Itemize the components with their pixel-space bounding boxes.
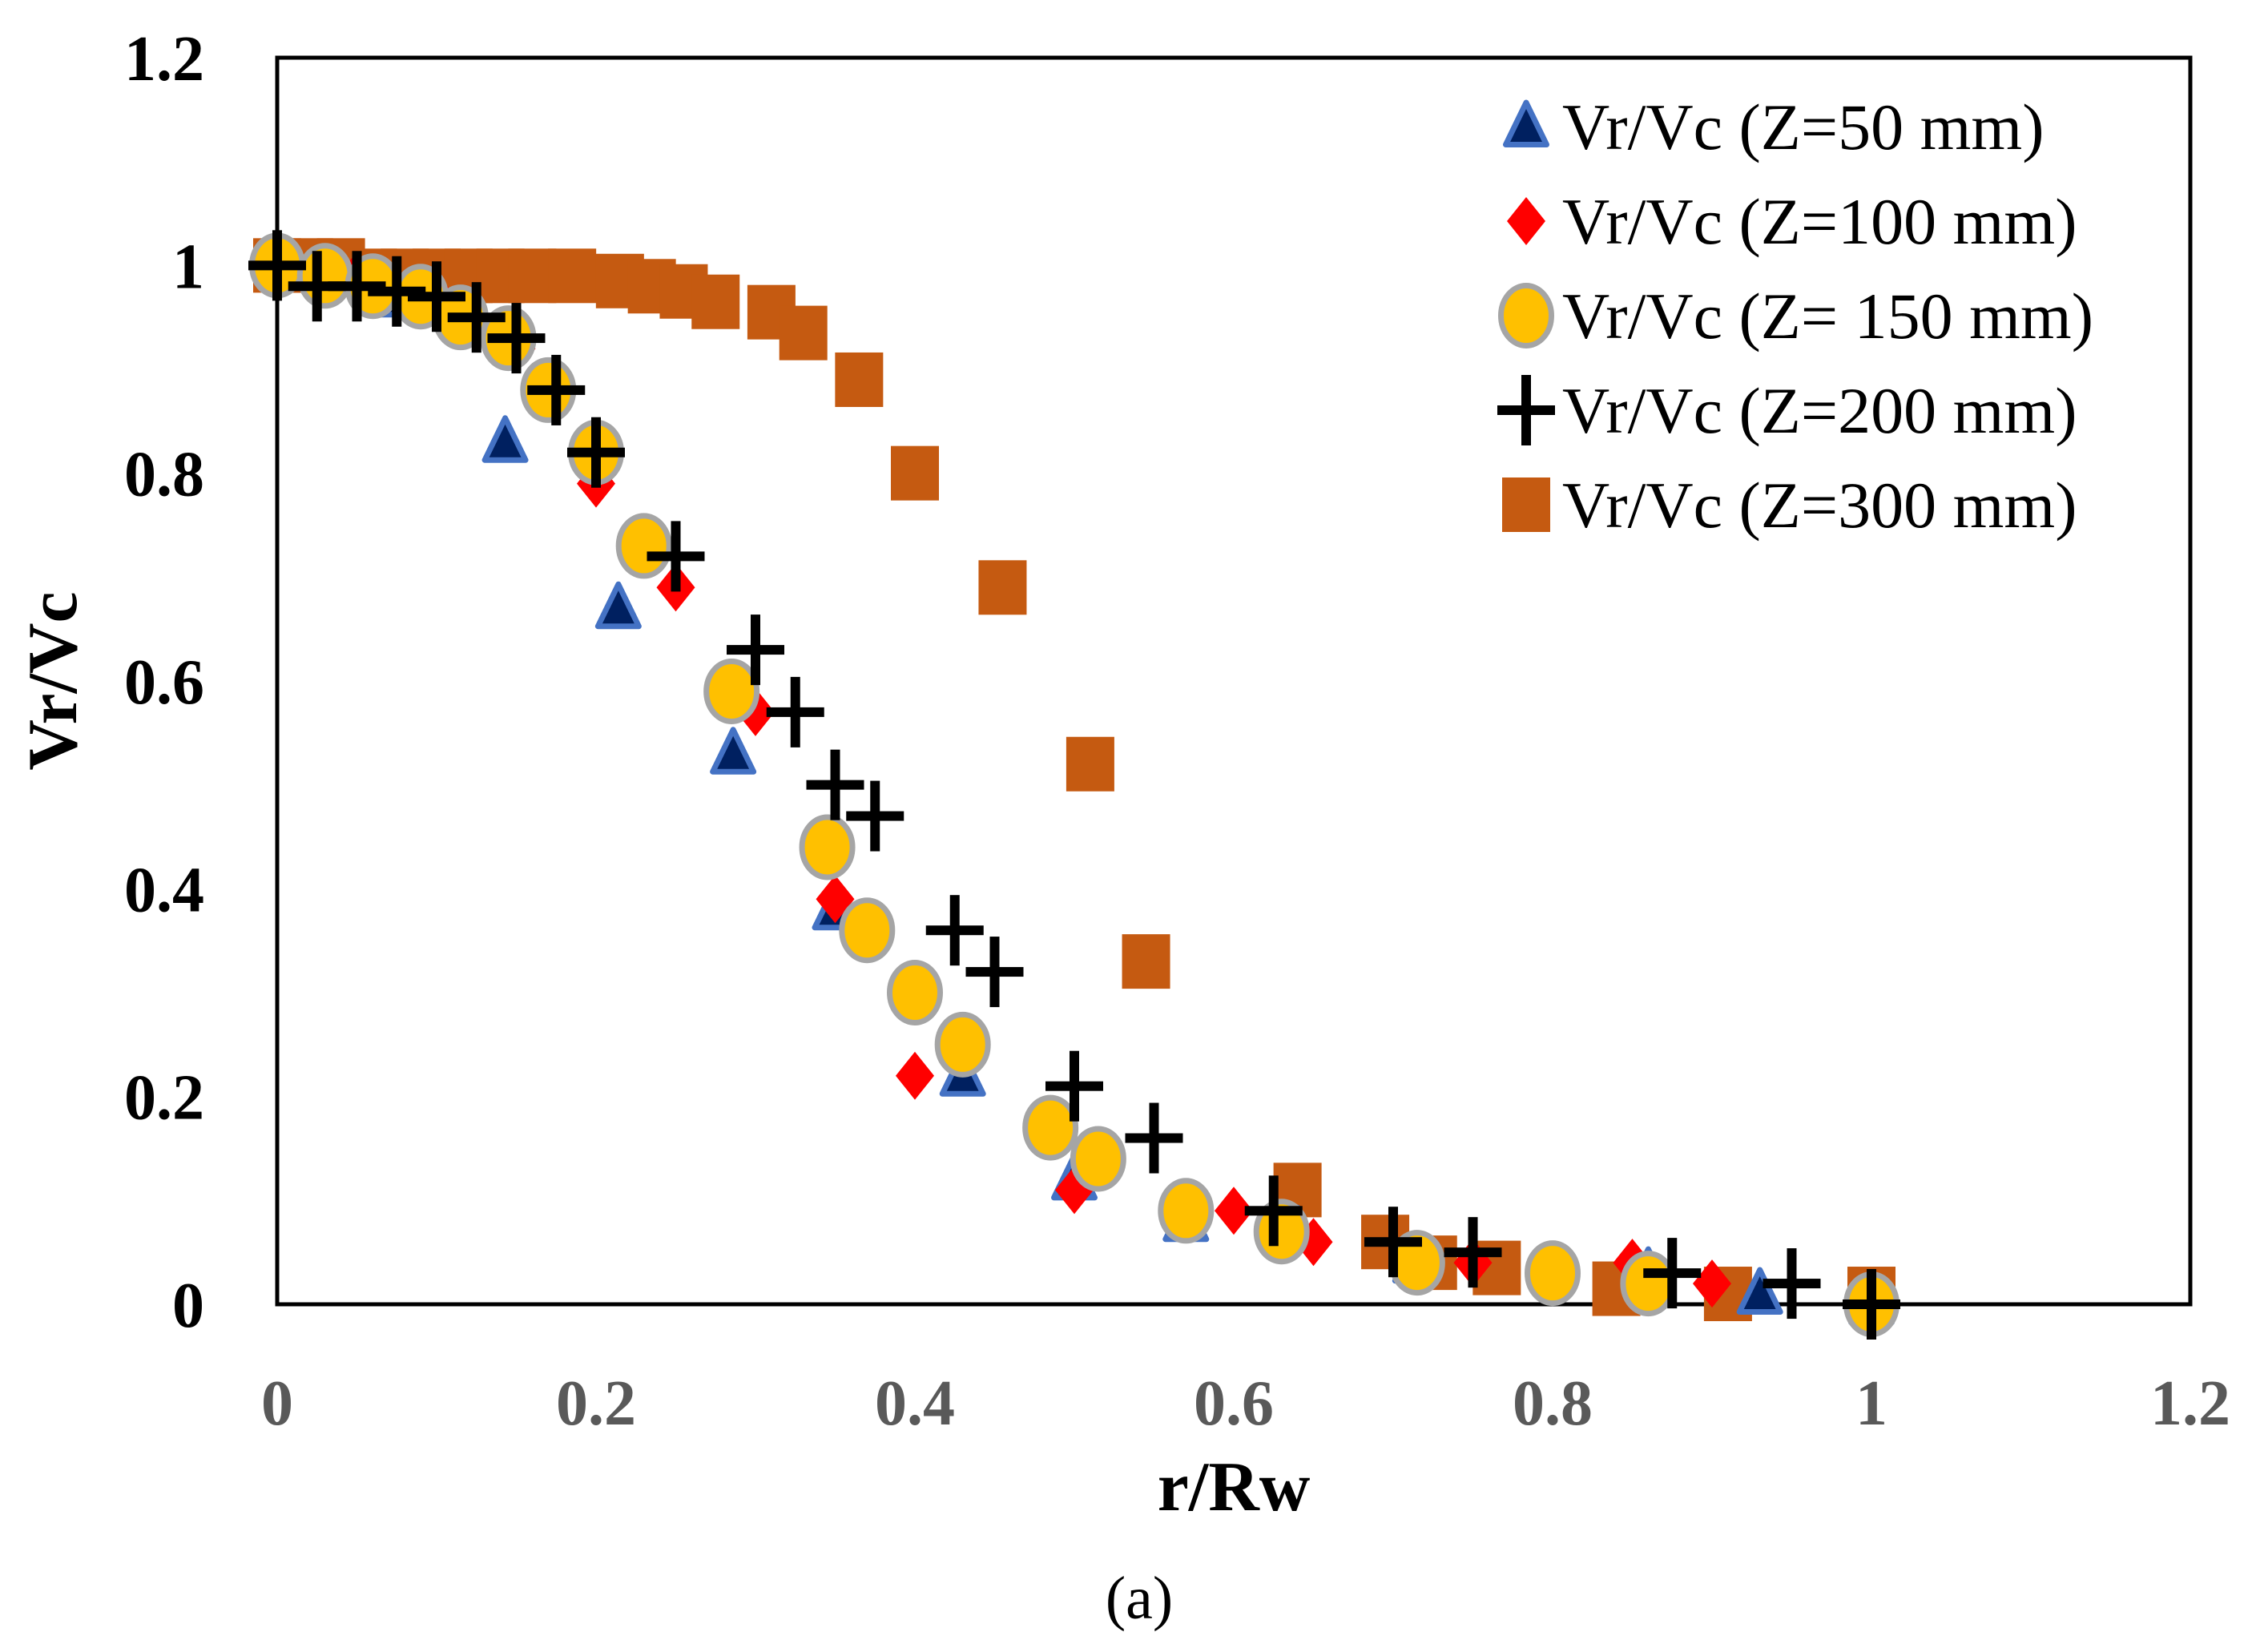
data-point bbox=[891, 445, 939, 501]
y-tick-label: 0.4 bbox=[124, 855, 204, 925]
legend-marker bbox=[1502, 477, 1550, 532]
y-tick-label: 0.2 bbox=[124, 1063, 204, 1134]
legend-label: Vr/Vc (Z=50 mm) bbox=[1562, 91, 2045, 163]
data-point bbox=[766, 676, 824, 747]
data-point bbox=[1763, 1248, 1821, 1320]
x-tick-label: 1 bbox=[1855, 1368, 1887, 1439]
data-point bbox=[487, 303, 546, 374]
data-point bbox=[615, 513, 672, 579]
x-tick-label: 0 bbox=[261, 1368, 293, 1439]
data-point bbox=[925, 895, 984, 966]
legend-label: Vr/Vc (Z=100 mm) bbox=[1562, 185, 2077, 258]
legend-label: Vr/Vc (Z=300 mm) bbox=[1562, 469, 2077, 542]
x-tick-label: 0.4 bbox=[875, 1368, 955, 1439]
data-point bbox=[1364, 1207, 1422, 1278]
data-point bbox=[896, 1051, 934, 1100]
data-point bbox=[447, 282, 506, 353]
y-tick-label: 0.6 bbox=[124, 647, 204, 718]
x-tick-label: 0.2 bbox=[556, 1368, 636, 1439]
data-point bbox=[1444, 1217, 1502, 1288]
data-point bbox=[1070, 1126, 1126, 1192]
data-point bbox=[691, 274, 740, 329]
data-point bbox=[934, 1011, 991, 1078]
legend-item: Vr/Vc (Z= 150 mm) bbox=[1498, 280, 2093, 353]
data-point bbox=[799, 814, 856, 880]
x-tick-label: 1.2 bbox=[2150, 1368, 2230, 1439]
data-point bbox=[1215, 1187, 1253, 1235]
x-axis-label: r/Rw bbox=[1158, 1449, 1311, 1526]
data-point bbox=[1045, 1050, 1103, 1122]
x-tick-label: 0.8 bbox=[1513, 1368, 1593, 1439]
data-point bbox=[248, 230, 306, 301]
y-tick-label: 0 bbox=[172, 1271, 204, 1341]
x-tick-label: 0.6 bbox=[1194, 1368, 1274, 1439]
legend-label: Vr/Vc (Z= 150 mm) bbox=[1562, 280, 2093, 353]
y-tick-label: 1 bbox=[172, 232, 204, 302]
legend-marker bbox=[1497, 375, 1555, 445]
data-point bbox=[296, 243, 353, 309]
data-point bbox=[1693, 1259, 1731, 1308]
data-point bbox=[647, 521, 705, 592]
data-point bbox=[835, 352, 884, 407]
data-point bbox=[548, 248, 597, 304]
plot-frame bbox=[275, 55, 2193, 1307]
data-point bbox=[965, 937, 1024, 1008]
data-point bbox=[846, 780, 904, 852]
legend-item: Vr/Vc (Z=100 mm) bbox=[1507, 185, 2077, 258]
data-point bbox=[527, 354, 586, 425]
data-point bbox=[1158, 1178, 1215, 1244]
y-tick-label: 0.8 bbox=[124, 440, 204, 510]
data-point bbox=[1643, 1238, 1702, 1309]
legend-item: Vr/Vc (Z=200 mm) bbox=[1497, 374, 2077, 447]
data-point bbox=[839, 897, 896, 964]
figure-caption: (a) bbox=[1106, 1565, 1173, 1632]
legend-label: Vr/Vc (Z=200 mm) bbox=[1562, 374, 2077, 447]
y-axis-label: Vr/Vc bbox=[14, 591, 92, 770]
legend-marker bbox=[1503, 99, 1549, 147]
data-point bbox=[1736, 1267, 1783, 1316]
data-point bbox=[1843, 1269, 1900, 1340]
legend-marker bbox=[1498, 283, 1554, 349]
data-point bbox=[594, 581, 642, 630]
data-point bbox=[1620, 1251, 1677, 1317]
data-point bbox=[710, 727, 757, 775]
data-point bbox=[1525, 1240, 1581, 1307]
legend-marker bbox=[1507, 197, 1545, 245]
data-point bbox=[703, 658, 760, 724]
data-point bbox=[727, 614, 784, 686]
data-point bbox=[887, 960, 943, 1025]
legend: Vr/Vc (Z=50 mm) Vr/Vc (Z=100 mm) Vr/Vc (Z=… bbox=[1497, 91, 2093, 542]
series-plus bbox=[248, 230, 1900, 1340]
legend-item: Vr/Vc (Z=50 mm) bbox=[1503, 91, 2045, 163]
data-point bbox=[1066, 736, 1114, 792]
data-point bbox=[1244, 1175, 1303, 1247]
data-point bbox=[567, 417, 625, 488]
data-point bbox=[1122, 934, 1170, 989]
data-point bbox=[408, 261, 465, 332]
y-tick-label: 1.2 bbox=[124, 24, 204, 95]
data-point bbox=[481, 415, 529, 463]
data-point bbox=[779, 305, 828, 361]
data-point bbox=[806, 749, 864, 820]
data-point bbox=[1125, 1102, 1183, 1174]
data-point bbox=[978, 560, 1027, 615]
data-point bbox=[1022, 1094, 1079, 1161]
legend-item: Vr/Vc (Z=300 mm) bbox=[1502, 469, 2077, 542]
